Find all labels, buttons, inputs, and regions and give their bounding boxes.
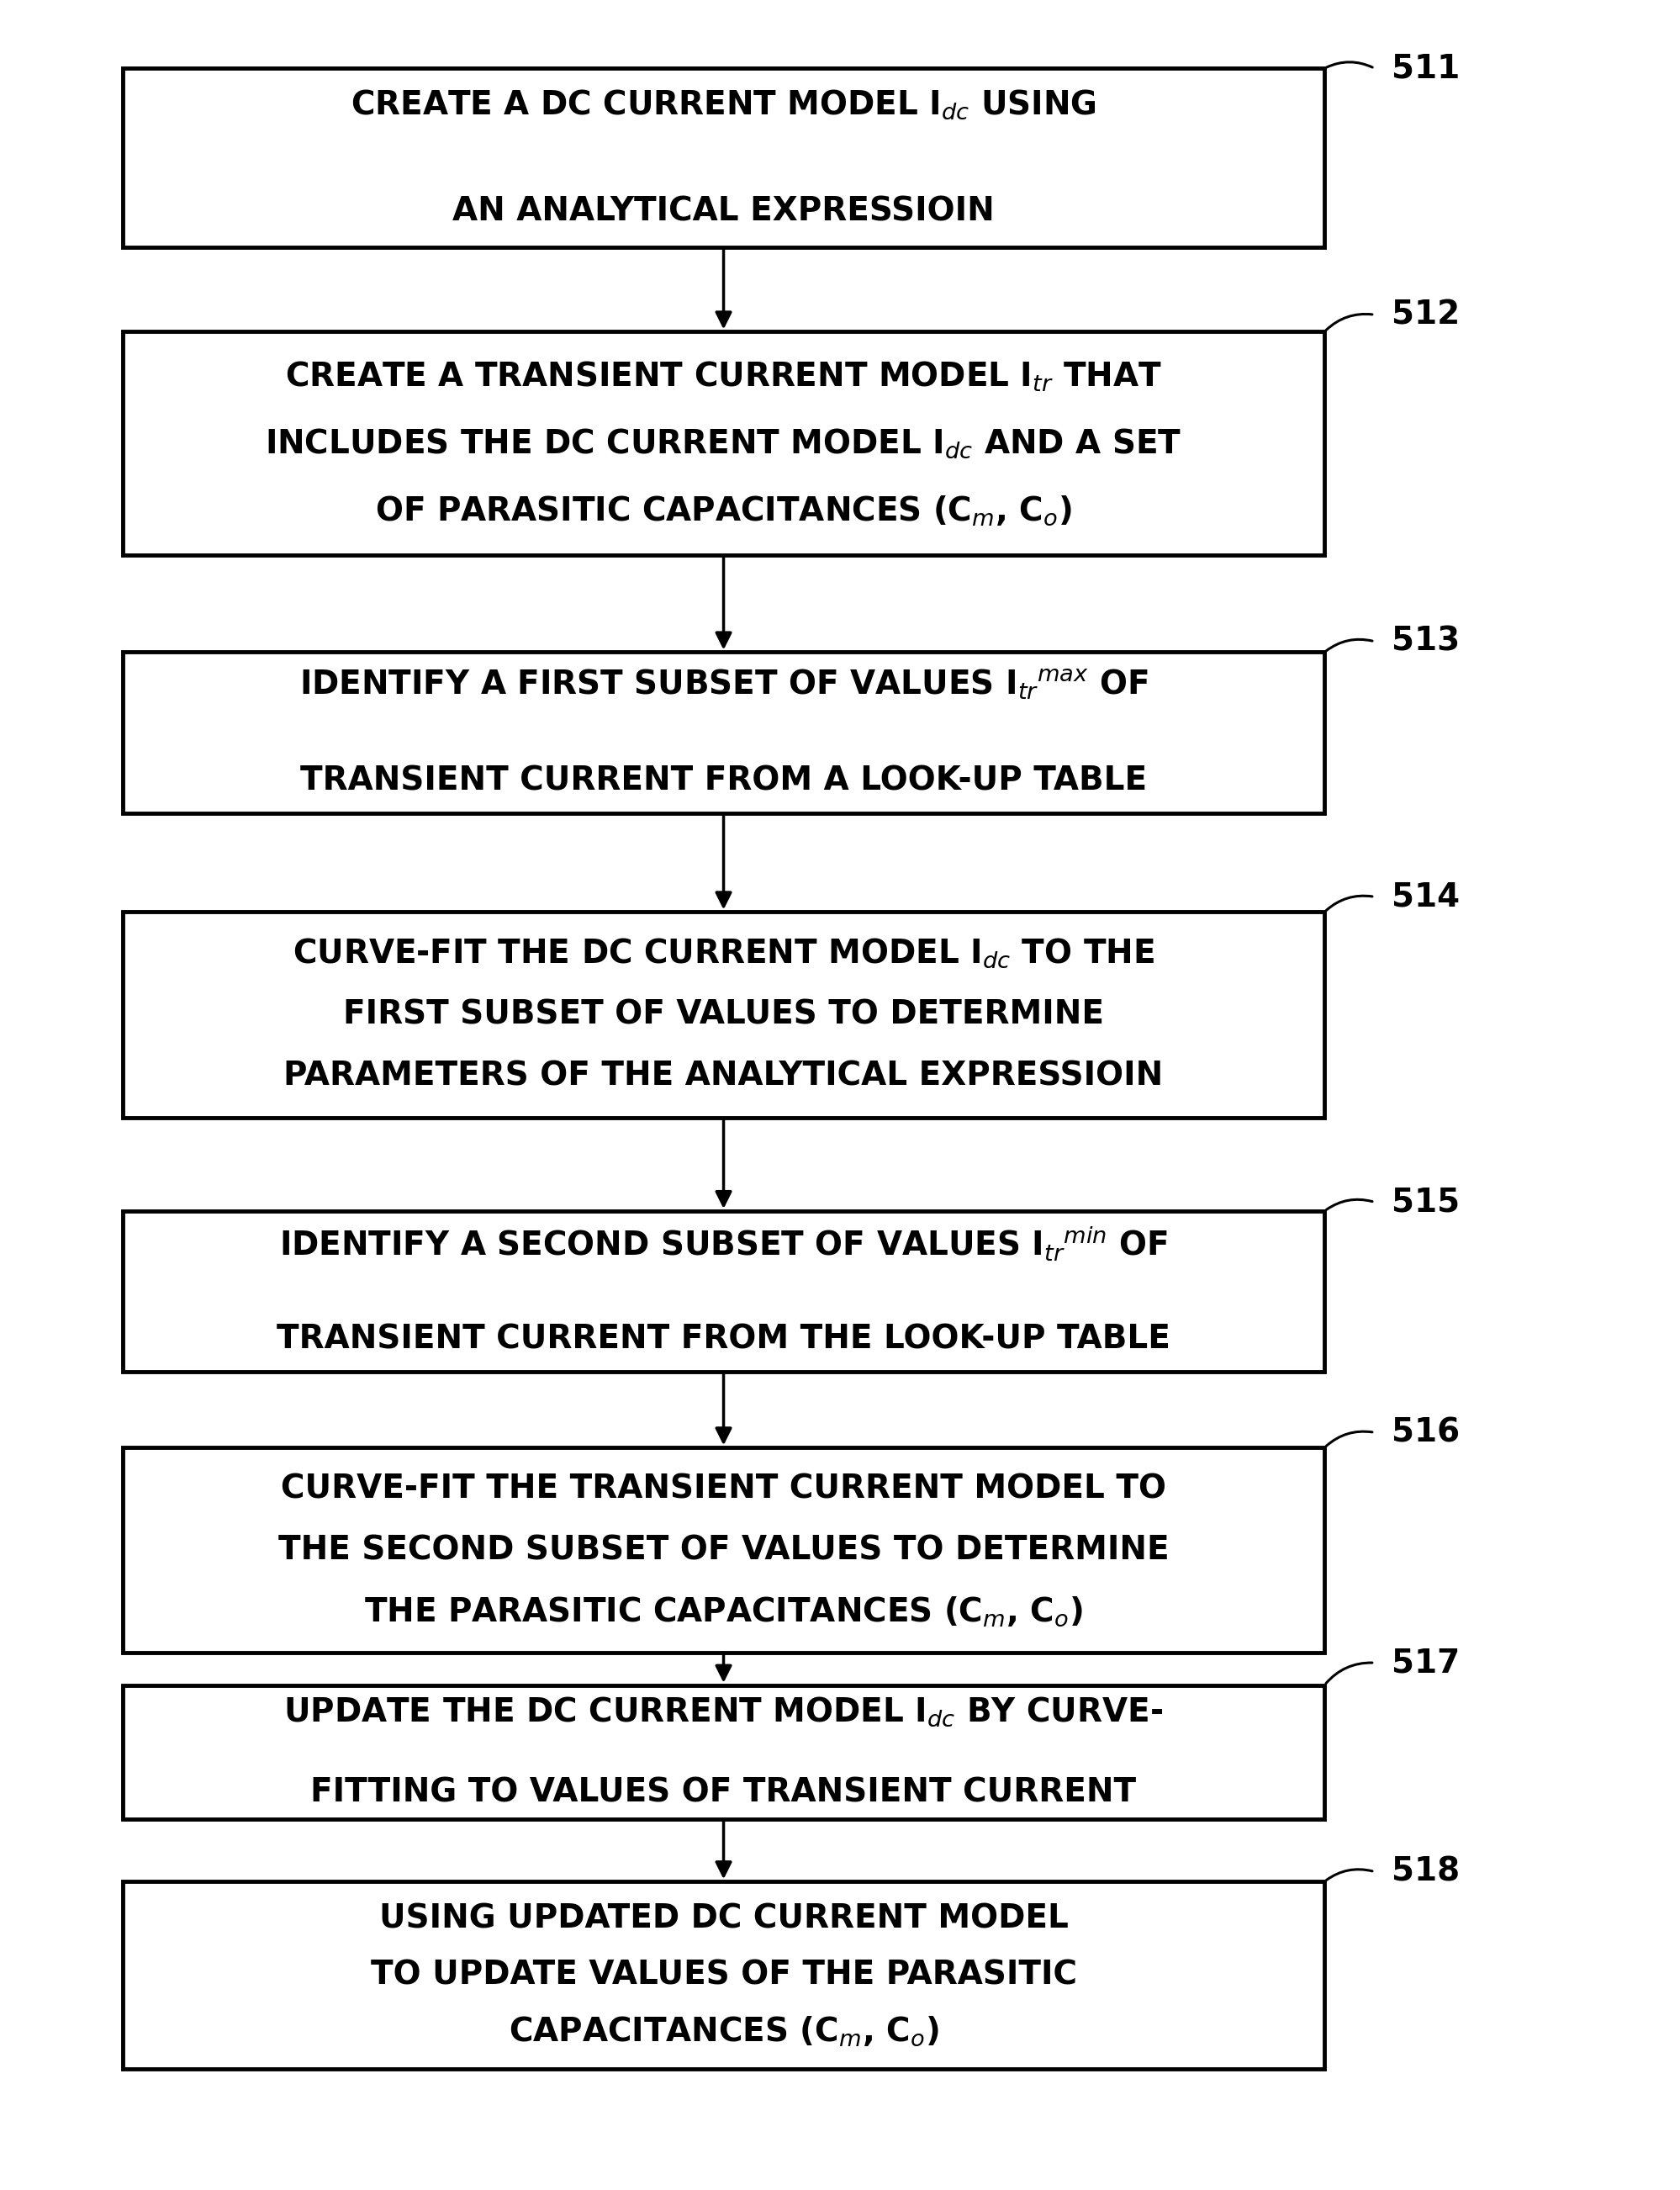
FancyBboxPatch shape	[123, 1211, 1324, 1371]
Text: INCLUDES THE DC CURRENT MODEL I$_{dc}$ AND A SET: INCLUDES THE DC CURRENT MODEL I$_{dc}$ A…	[265, 427, 1181, 460]
Text: FIRST SUBSET OF VALUES TO DETERMINE: FIRST SUBSET OF VALUES TO DETERMINE	[343, 999, 1104, 1031]
Text: 518: 518	[1391, 1855, 1458, 1888]
Text: 516: 516	[1391, 1417, 1458, 1448]
Text: AN ANALYTICAL EXPRESSIOIN: AN ANALYTICAL EXPRESSIOIN	[452, 195, 995, 228]
Text: TRANSIENT CURRENT FROM A LOOK-UP TABLE: TRANSIENT CURRENT FROM A LOOK-UP TABLE	[301, 764, 1146, 797]
Text: CURVE-FIT THE TRANSIENT CURRENT MODEL TO: CURVE-FIT THE TRANSIENT CURRENT MODEL TO	[281, 1472, 1166, 1505]
Text: PARAMETERS OF THE ANALYTICAL EXPRESSIOIN: PARAMETERS OF THE ANALYTICAL EXPRESSIOIN	[284, 1060, 1163, 1093]
Text: CAPACITANCES (C$_{m}$, C$_{o}$): CAPACITANCES (C$_{m}$, C$_{o}$)	[509, 2015, 937, 2048]
FancyBboxPatch shape	[123, 68, 1324, 247]
Text: TRANSIENT CURRENT FROM THE LOOK-UP TABLE: TRANSIENT CURRENT FROM THE LOOK-UP TABLE	[277, 1323, 1169, 1356]
Text: 515: 515	[1391, 1187, 1458, 1218]
Text: 512: 512	[1391, 298, 1458, 331]
Text: 511: 511	[1391, 53, 1458, 83]
FancyBboxPatch shape	[123, 1684, 1324, 1820]
Text: USING UPDATED DC CURRENT MODEL: USING UPDATED DC CURRENT MODEL	[378, 1903, 1068, 1936]
FancyBboxPatch shape	[123, 331, 1324, 554]
Text: CREATE A TRANSIENT CURRENT MODEL I$_{tr}$ THAT: CREATE A TRANSIENT CURRENT MODEL I$_{tr}…	[286, 359, 1161, 394]
FancyBboxPatch shape	[123, 911, 1324, 1117]
Text: IDENTIFY A SECOND SUBSET OF VALUES I$_{tr}$$^{min}$ OF: IDENTIFY A SECOND SUBSET OF VALUES I$_{t…	[279, 1224, 1168, 1264]
Text: CREATE A DC CURRENT MODEL I$_{dc}$ USING: CREATE A DC CURRENT MODEL I$_{dc}$ USING	[351, 88, 1095, 120]
Text: 513: 513	[1391, 626, 1458, 657]
Text: 514: 514	[1391, 880, 1458, 913]
Text: THE PARASITIC CAPACITANCES (C$_{m}$, C$_{o}$): THE PARASITIC CAPACITANCES (C$_{m}$, C$_…	[365, 1594, 1082, 1629]
FancyBboxPatch shape	[123, 1881, 1324, 2070]
Text: FITTING TO VALUES OF TRANSIENT CURRENT: FITTING TO VALUES OF TRANSIENT CURRENT	[311, 1776, 1136, 1809]
Text: UPDATE THE DC CURRENT MODEL I$_{dc}$ BY CURVE-: UPDATE THE DC CURRENT MODEL I$_{dc}$ BY …	[284, 1695, 1163, 1728]
Text: IDENTIFY A FIRST SUBSET OF VALUES I$_{tr}$$^{max}$ OF: IDENTIFY A FIRST SUBSET OF VALUES I$_{tr…	[299, 668, 1147, 701]
FancyBboxPatch shape	[123, 1448, 1324, 1653]
FancyBboxPatch shape	[123, 653, 1324, 812]
Text: 517: 517	[1391, 1647, 1458, 1680]
Text: CURVE-FIT THE DC CURRENT MODEL I$_{dc}$ TO THE: CURVE-FIT THE DC CURRENT MODEL I$_{dc}$ …	[292, 937, 1154, 970]
Text: THE SECOND SUBSET OF VALUES TO DETERMINE: THE SECOND SUBSET OF VALUES TO DETERMINE	[277, 1535, 1169, 1566]
Text: TO UPDATE VALUES OF THE PARASITIC: TO UPDATE VALUES OF THE PARASITIC	[370, 1960, 1077, 1991]
Text: OF PARASITIC CAPACITANCES (C$_{m}$, C$_{o}$): OF PARASITIC CAPACITANCES (C$_{m}$, C$_{…	[375, 493, 1072, 528]
